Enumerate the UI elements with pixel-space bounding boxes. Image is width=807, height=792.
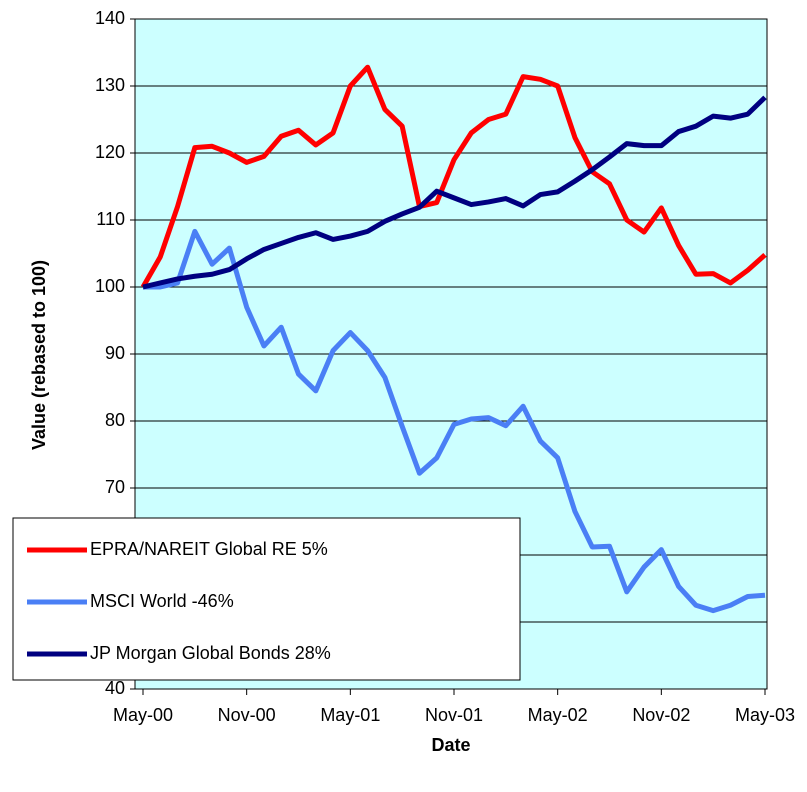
y-tick-label: 100: [95, 276, 125, 296]
y-tick-label: 90: [105, 343, 125, 363]
x-tick-label: May-02: [528, 705, 588, 725]
y-axis-label: Value (rebased to 100): [29, 260, 49, 450]
x-tick-label: Nov-01: [425, 705, 483, 725]
series-line: [142, 95, 767, 290]
series-line: [140, 64, 767, 289]
y-tick-label: 40: [105, 678, 125, 698]
y-tick-label: 130: [95, 75, 125, 95]
x-tick-label: Nov-00: [218, 705, 276, 725]
y-tick-label: 70: [105, 477, 125, 497]
x-tick-label: Nov-02: [632, 705, 690, 725]
y-tick-label: 80: [105, 410, 125, 430]
y-tick-label: 110: [96, 209, 125, 229]
x-tick-label: May-03: [735, 705, 795, 725]
series-line: [143, 228, 766, 614]
legend-box: [12, 517, 521, 681]
plot-border: [134, 18, 768, 690]
y-tick-label: 120: [95, 142, 125, 162]
x-tick-label: May-01: [320, 705, 380, 725]
y-tick-label: 140: [95, 8, 125, 28]
x-tick-label: May-00: [113, 705, 173, 725]
legend-label: MSCI World -46%: [90, 591, 234, 611]
legend-label: JP Morgan Global Bonds 28%: [90, 643, 331, 663]
legend: EPRA/NAREIT Global RE 5% MSCI World -46% J…: [12, 517, 521, 681]
legend-label: EPRA/NAREIT Global RE 5%: [90, 539, 328, 559]
x-axis-label: Date: [431, 735, 470, 755]
